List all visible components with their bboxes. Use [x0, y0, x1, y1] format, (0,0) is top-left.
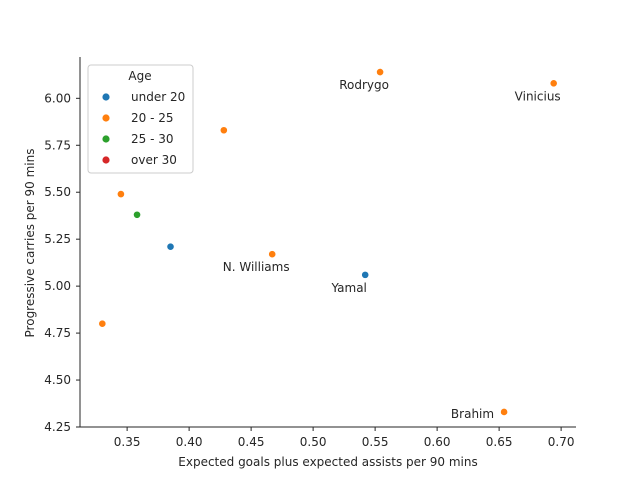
legend-entry-label: under 20: [131, 90, 185, 104]
y-tick-label: 4.50: [44, 373, 71, 387]
point-label: N. Williams: [223, 260, 290, 274]
axes: [79, 57, 576, 428]
x-tick-label: 0.70: [548, 435, 575, 449]
point-label: Rodrygo: [339, 78, 389, 92]
data-point: [500, 408, 508, 416]
y-ticks: 4.25 4.50 4.75 5.00 5.25 5.50 5.75 6.00: [44, 91, 80, 434]
data-point: [376, 68, 384, 76]
x-ticks: 0.35 0.40 0.45 0.50 0.55 0.60 0.65 0.70: [114, 427, 575, 449]
x-tick-label: 0.45: [238, 435, 265, 449]
legend-entry-label: 20 - 25: [131, 111, 174, 125]
data-point: [549, 79, 558, 88]
legend: Age under 20 20 - 25 25 - 30 over 30: [87, 64, 194, 174]
x-tick-label: 0.50: [300, 435, 327, 449]
point-annotations: Rodrygo Vinicius N. Williams Yamal Brahim: [223, 78, 561, 421]
y-axis-label: Progressive carries per 90 mins: [23, 149, 37, 338]
legend-entry-label: 25 - 30: [131, 132, 174, 146]
data-point: [166, 242, 175, 251]
point-label: Brahim: [451, 407, 494, 421]
x-tick-label: 0.55: [362, 435, 389, 449]
y-tick-label: 6.00: [44, 91, 71, 105]
point-label: Yamal: [330, 281, 366, 295]
legend-marker: [102, 93, 110, 101]
legend-entry-label: over 30: [131, 153, 177, 167]
x-tick-label: 0.35: [114, 435, 141, 449]
data-point: [117, 190, 125, 199]
legend-frame: [87, 64, 194, 174]
x-axis-label: Expected goals plus expected assists per…: [178, 455, 477, 469]
y-tick-label: 4.25: [44, 420, 71, 434]
point-label: Vinicius: [515, 89, 561, 103]
data-point: [133, 210, 141, 219]
legend-title: Age: [128, 69, 151, 83]
legend-marker: [102, 135, 110, 143]
data-point: [268, 250, 277, 259]
legend-marker: [102, 114, 110, 122]
data-point: [98, 319, 107, 328]
y-tick-label: 5.75: [44, 138, 71, 152]
y-tick-label: 5.25: [44, 232, 71, 246]
x-tick-label: 0.65: [486, 435, 513, 449]
x-tick-label: 0.60: [424, 435, 451, 449]
y-tick-label: 5.50: [44, 185, 71, 199]
y-tick-label: 5.00: [44, 279, 71, 293]
legend-entries: under 20 20 - 25 25 - 30 over 30: [102, 90, 185, 167]
data-point: [361, 270, 370, 279]
data-point: [219, 126, 228, 135]
x-tick-label: 0.40: [176, 435, 203, 449]
data-points: [98, 68, 558, 416]
legend-marker: [102, 156, 110, 164]
y-tick-label: 4.75: [44, 326, 71, 340]
